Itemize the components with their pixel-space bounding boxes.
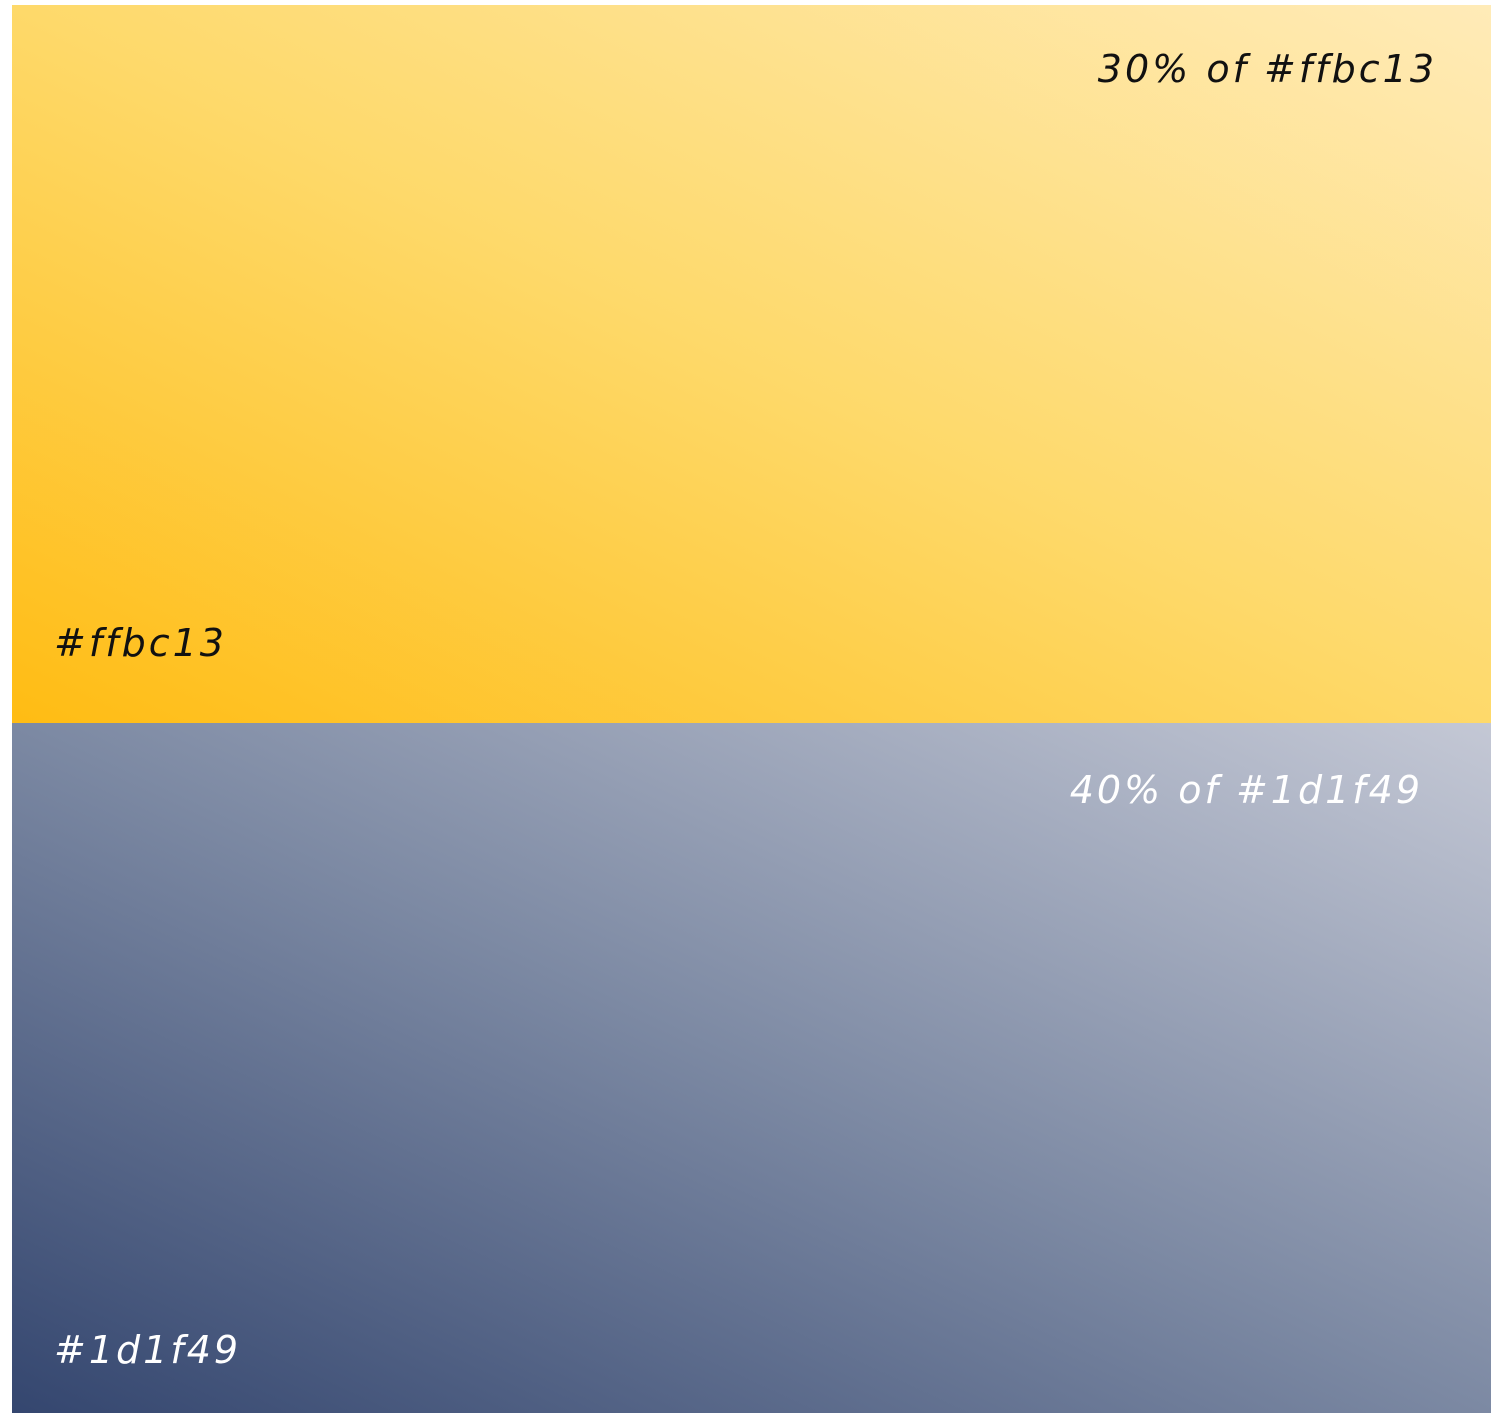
navy-gradient-swatch: #1d1f49 40% of #1d1f49 [12,723,1491,1413]
yellow-base-color-label: #ffbc13 [54,621,227,665]
navy-base-color-label: #1d1f49 [54,1328,242,1372]
navy-tint-color-label: 40% of #1d1f49 [1069,768,1423,812]
yellow-tint-color-label: 30% of #ffbc13 [1097,47,1437,91]
yellow-gradient-swatch: #ffbc13 30% of #ffbc13 [12,5,1491,723]
